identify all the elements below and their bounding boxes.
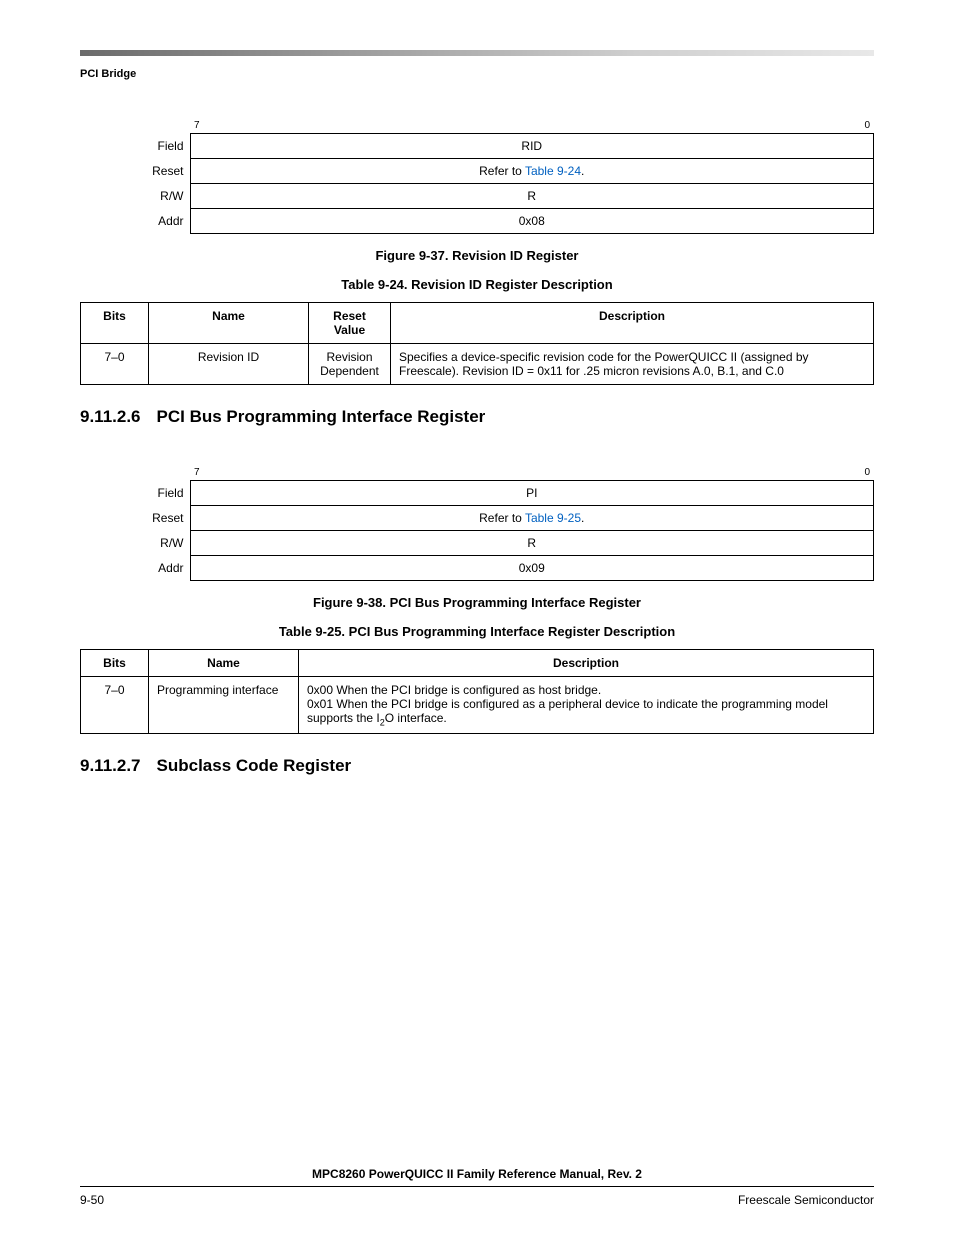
row-label-reset: Reset [80, 159, 190, 184]
table-row: 7–0 Programming interface 0x00 When the … [81, 677, 874, 734]
row-value-addr: 0x09 [190, 556, 874, 581]
row-label-field: Field [80, 481, 190, 506]
cell-name: Revision ID [149, 344, 309, 385]
figure-caption: Figure 9-38. PCI Bus Programming Interfa… [80, 595, 874, 610]
table-ref-link[interactable]: Table 9-24 [525, 164, 581, 178]
footer-rule [80, 1186, 874, 1187]
row-value-addr: 0x08 [190, 209, 874, 234]
cell-desc: 0x00 When the PCI bridge is configured a… [299, 677, 874, 734]
section-title: PCI Bus Programming Interface Register [157, 407, 486, 426]
bit-index-row: 7 0 [80, 467, 874, 478]
cell-name: Programming interface [149, 677, 299, 734]
row-label-rw: R/W [80, 184, 190, 209]
row-label-reset: Reset [80, 506, 190, 531]
table-caption: Table 9-24. Revision ID Register Descrip… [80, 277, 874, 292]
bit-lo: 0 [864, 467, 870, 478]
page-number: 9-50 [80, 1193, 104, 1207]
table-ref-link[interactable]: Table 9-25 [525, 511, 581, 525]
col-desc: Description [391, 303, 874, 344]
cell-desc: Specifies a device-specific revision cod… [391, 344, 874, 385]
cell-bits: 7–0 [81, 677, 149, 734]
cell-reset: Revision Dependent [309, 344, 391, 385]
cell-bits: 7–0 [81, 344, 149, 385]
table-caption: Table 9-25. PCI Bus Programming Interfac… [80, 624, 874, 639]
bit-hi: 7 [194, 467, 200, 478]
bit-lo: 0 [864, 120, 870, 131]
row-label-addr: Addr [80, 556, 190, 581]
row-value-reset: Refer to Table 9-24. [190, 159, 874, 184]
row-label-addr: Addr [80, 209, 190, 234]
description-table-25: Bits Name Description 7–0 Programming in… [80, 649, 874, 734]
desc-line: O interface. [385, 711, 447, 725]
reset-prefix: Refer to [479, 164, 525, 178]
table-row: 7–0 Revision ID Revision Dependent Speci… [81, 344, 874, 385]
register-figure-37: 7 0 Field RID Reset Refer to Table 9-24.… [80, 120, 874, 234]
section-number: 9.11.2.7 [80, 756, 141, 776]
bit-index-row: 7 0 [80, 120, 874, 131]
footer-title: MPC8260 PowerQUICC II Family Reference M… [80, 1167, 874, 1181]
row-label-rw: R/W [80, 531, 190, 556]
col-name: Name [149, 303, 309, 344]
figure-caption: Figure 9-37. Revision ID Register [80, 248, 874, 263]
register-figure-38: 7 0 Field PI Reset Refer to Table 9-25. … [80, 467, 874, 581]
row-value-rw: R [190, 184, 874, 209]
bit-hi: 7 [194, 120, 200, 131]
col-bits: Bits [81, 303, 149, 344]
footer-vendor: Freescale Semiconductor [738, 1193, 874, 1207]
row-label-field: Field [80, 134, 190, 159]
col-bits: Bits [81, 650, 149, 677]
reset-suffix: . [581, 164, 584, 178]
reset-prefix: Refer to [479, 511, 525, 525]
reset-suffix: . [581, 511, 584, 525]
row-value-rw: R [190, 531, 874, 556]
section-heading: 9.11.2.6 PCI Bus Programming Interface Re… [80, 407, 874, 427]
col-name: Name [149, 650, 299, 677]
col-reset: Reset Value [309, 303, 391, 344]
header-rule [80, 50, 874, 56]
section-heading: 9.11.2.7 Subclass Code Register [80, 756, 874, 776]
register-table: Field RID Reset Refer to Table 9-24. R/W… [80, 133, 874, 234]
col-desc: Description [299, 650, 874, 677]
running-header: PCI Bridge [80, 68, 874, 80]
section-title: Subclass Code Register [157, 756, 352, 775]
register-table: Field PI Reset Refer to Table 9-25. R/W … [80, 480, 874, 581]
section-number: 9.11.2.6 [80, 407, 141, 427]
page: PCI Bridge 7 0 Field RID Reset Refer to … [0, 0, 954, 1235]
row-value-reset: Refer to Table 9-25. [190, 506, 874, 531]
row-value-field: RID [190, 134, 874, 159]
row-value-field: PI [190, 481, 874, 506]
desc-line: 0x00 When the PCI bridge is configured a… [307, 683, 601, 697]
description-table-24: Bits Name Reset Value Description 7–0 Re… [80, 302, 874, 385]
